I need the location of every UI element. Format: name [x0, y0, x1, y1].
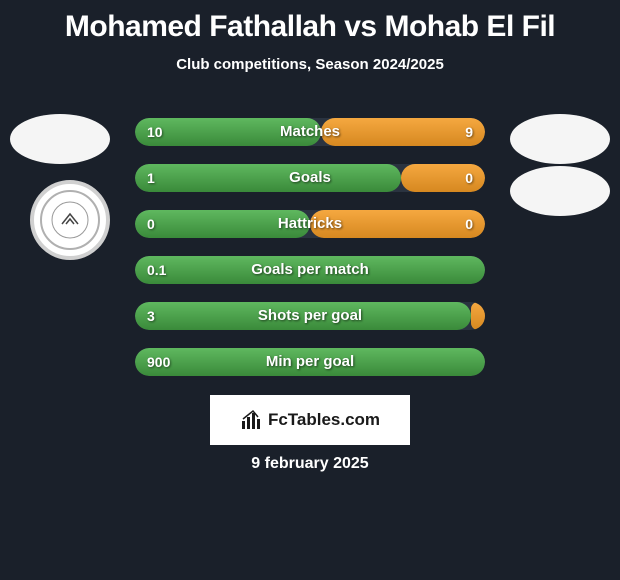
stat-label: Goals per match: [135, 256, 485, 284]
source-logo-text: FcTables.com: [268, 410, 380, 430]
stat-row: 900Min per goal: [135, 348, 485, 376]
player-right-avatar-1: [510, 114, 610, 164]
player-left-avatar: [10, 114, 110, 164]
stat-label: Matches: [135, 118, 485, 146]
stat-label: Hattricks: [135, 210, 485, 238]
stat-label: Goals: [135, 164, 485, 192]
stat-bars: 109Matches 10Goals 00Hattricks 0.1Goals per…: [135, 118, 485, 394]
stat-row: 3Shots per goal: [135, 302, 485, 330]
date-text: 9 february 2025: [0, 455, 620, 473]
stat-row: 10Goals: [135, 164, 485, 192]
chart-icon: [240, 409, 262, 431]
stat-row: 00Hattricks: [135, 210, 485, 238]
source-logo: FcTables.com: [210, 395, 410, 445]
player-left-club-badge: [30, 180, 110, 260]
stat-row: 0.1Goals per match: [135, 256, 485, 284]
player-right-avatar-2: [510, 166, 610, 216]
page-title: Mohamed Fathallah vs Mohab El Fil: [0, 0, 620, 44]
stat-row: 109Matches: [135, 118, 485, 146]
stat-label: Shots per goal: [135, 302, 485, 330]
club-badge-icon: [40, 190, 100, 250]
stat-label: Min per goal: [135, 348, 485, 376]
subtitle: Club competitions, Season 2024/2025: [0, 56, 620, 73]
